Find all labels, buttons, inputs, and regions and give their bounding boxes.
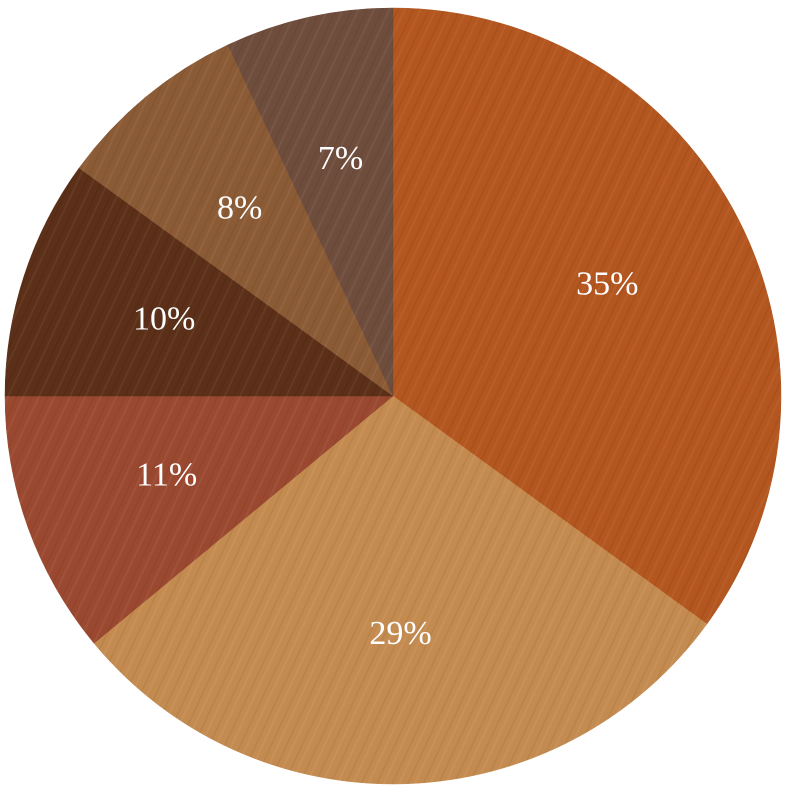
pie [4, 7, 782, 785]
data-label: 10% [133, 300, 195, 337]
data-label: 35% [576, 266, 638, 303]
data-label: 29% [369, 615, 431, 652]
labels: 35% 29% 11% 10% 8% 7% [133, 140, 638, 652]
data-label: 7% [318, 140, 363, 177]
data-label: 8% [217, 189, 262, 226]
data-label: 11% [136, 456, 197, 493]
